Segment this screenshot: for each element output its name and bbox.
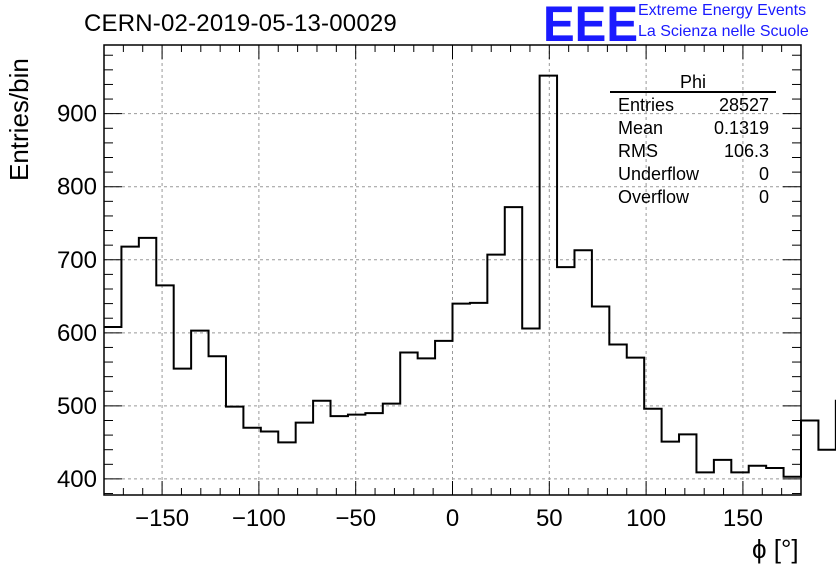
logo-letters: EEE bbox=[543, 0, 638, 46]
x-tick-label: 0 bbox=[446, 505, 459, 532]
tick-labels: −150 −100 −50 0 50 100 150 400 500 600 700 800 900 bbox=[57, 101, 763, 532]
stats-row-label: Underflow bbox=[618, 164, 700, 184]
logo-subtitle-2: La Scienza nelle Scuole bbox=[638, 23, 809, 40]
y-tick-label: 500 bbox=[57, 393, 97, 420]
stats-row-value: 0 bbox=[759, 187, 769, 207]
stats-row-value: 0 bbox=[759, 164, 769, 184]
stats-title: Phi bbox=[680, 72, 706, 92]
stats-row-value: 0.1319 bbox=[714, 118, 769, 138]
x-tick-label: −100 bbox=[232, 505, 286, 532]
stats-row-label: Entries bbox=[618, 95, 674, 115]
x-tick-label: 50 bbox=[536, 505, 563, 532]
x-tick-label: 150 bbox=[723, 505, 763, 532]
x-axis-label: ϕ [°] bbox=[752, 534, 799, 564]
stats-box: Phi Entries 28527 Mean 0.1319 RMS 106.3 Underf… bbox=[610, 72, 776, 207]
stats-row-label: Overflow bbox=[618, 187, 690, 207]
chart-title: CERN-02-2019-05-13-00029 bbox=[84, 10, 397, 37]
y-tick-label: 600 bbox=[57, 320, 97, 347]
eee-logo: EEE bbox=[543, 0, 638, 46]
x-tick-label: −50 bbox=[335, 505, 376, 532]
histogram-series bbox=[104, 74, 836, 478]
x-tick-label: 100 bbox=[626, 505, 666, 532]
y-tick-label: 900 bbox=[57, 101, 97, 128]
stats-row-label: Mean bbox=[618, 118, 663, 138]
axis-ticks bbox=[103, 45, 802, 495]
stats-row-label: RMS bbox=[618, 141, 658, 161]
stats-row-value: 106.3 bbox=[724, 141, 769, 161]
y-tick-label: 700 bbox=[57, 247, 97, 274]
y-tick-label: 400 bbox=[57, 466, 97, 493]
y-tick-label: 800 bbox=[57, 174, 97, 201]
x-tick-label: −150 bbox=[135, 505, 189, 532]
grid-lines bbox=[104, 45, 801, 495]
logo-subtitle-1: Extreme Energy Events bbox=[638, 2, 807, 19]
stats-row-value: 28527 bbox=[719, 95, 769, 115]
